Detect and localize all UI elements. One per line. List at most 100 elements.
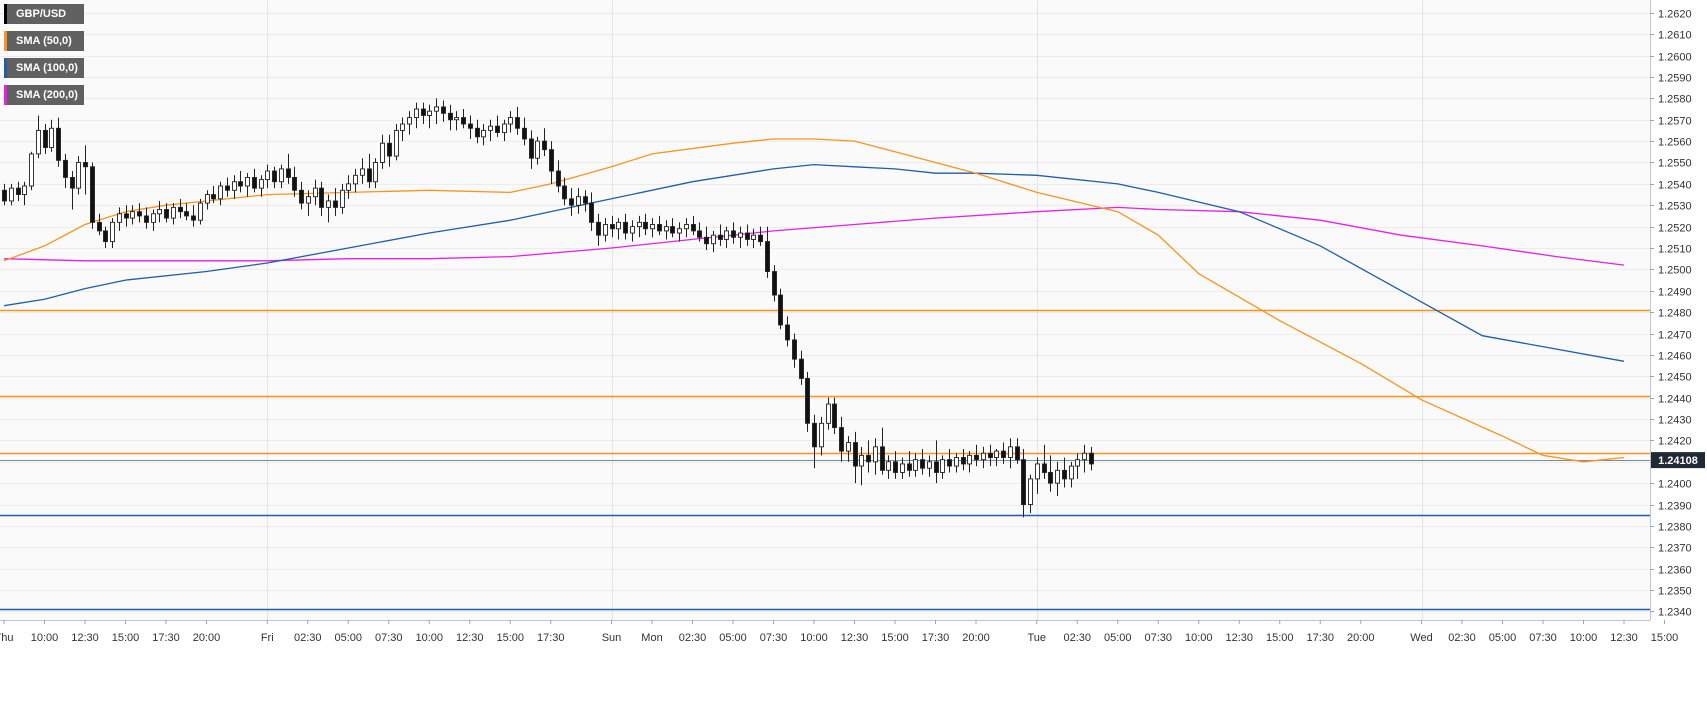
candle xyxy=(913,453,918,477)
candle-body-down xyxy=(542,140,547,151)
candle xyxy=(495,115,500,137)
candle-body-up xyxy=(1008,446,1013,458)
candle xyxy=(515,106,520,135)
x-tick-label: 02:30 xyxy=(679,632,707,644)
candle-body-down xyxy=(63,159,68,178)
candle xyxy=(191,205,196,227)
candle xyxy=(326,194,331,223)
candle xyxy=(785,316,790,347)
legend-item-sma-50[interactable]: SMA (50,0) xyxy=(4,31,84,51)
x-tick-label: 20:00 xyxy=(193,632,221,644)
candle-body-down xyxy=(569,198,574,206)
candle-body-down xyxy=(97,221,102,232)
x-tick-label: Wed xyxy=(1410,632,1432,644)
candle-body-up xyxy=(637,221,642,228)
legend-label: GBP/USD xyxy=(16,8,67,20)
candle-body-up xyxy=(859,454,864,467)
candle xyxy=(704,226,709,251)
candle-body-down xyxy=(893,461,898,473)
candle-body-down xyxy=(43,129,48,148)
candle xyxy=(157,200,162,223)
sma-100-line xyxy=(3,163,1625,362)
candle xyxy=(886,455,891,479)
x-tick-label: 02:30 xyxy=(294,632,322,644)
candle xyxy=(873,438,878,475)
candle-body-up xyxy=(265,170,270,181)
candle-body-up xyxy=(117,213,122,223)
candle-body-up xyxy=(157,209,162,215)
candle-body-up xyxy=(232,181,237,191)
candle-body-up xyxy=(400,123,405,131)
candle xyxy=(1069,461,1074,488)
x-tick-label: 10:00 xyxy=(800,632,828,644)
y-tick-label: 1.2590 xyxy=(1658,73,1692,85)
y-tick-label: 1.2440 xyxy=(1658,394,1692,406)
candle-body-up xyxy=(826,403,831,424)
candle-body-up xyxy=(819,422,824,448)
candle xyxy=(144,207,149,229)
candle-body-down xyxy=(920,459,925,469)
candle-body-up xyxy=(488,125,493,131)
candle-body-up xyxy=(245,176,250,187)
x-tick-label: 15:00 xyxy=(1266,632,1294,644)
candle xyxy=(414,102,419,129)
candle-body-up xyxy=(171,206,176,219)
candle xyxy=(738,226,743,248)
candle xyxy=(441,100,446,122)
candle xyxy=(319,181,324,216)
candle-body-up xyxy=(508,117,513,125)
x-tick-label: 15:00 xyxy=(496,632,524,644)
candle xyxy=(1062,457,1067,488)
candle-body-up xyxy=(36,129,41,155)
y-tick-label: 1.2450 xyxy=(1658,372,1692,384)
candle-body-down xyxy=(1015,446,1020,461)
x-tick-label: 12:30 xyxy=(71,632,99,644)
candle-body-up xyxy=(394,129,399,157)
candle xyxy=(900,457,905,479)
candle-body-down xyxy=(866,454,871,463)
candle-body-up xyxy=(535,140,540,159)
candle xyxy=(907,451,912,477)
legend-item-sma-200[interactable]: SMA (200,0) xyxy=(4,85,84,105)
candle-body-down xyxy=(448,112,453,121)
candle-body-down xyxy=(529,138,534,159)
candle xyxy=(583,190,588,212)
candle xyxy=(394,124,399,161)
candle-body-up xyxy=(434,106,439,112)
legend-item-gbpusd[interactable]: GBP/USD xyxy=(4,4,84,24)
candle-body-up xyxy=(22,185,27,196)
candle-body-up xyxy=(346,183,351,191)
candle xyxy=(859,446,864,486)
candle xyxy=(751,228,756,248)
x-tick-label: 10:00 xyxy=(1185,632,1213,644)
candle-body-up xyxy=(205,194,210,204)
candle xyxy=(218,181,223,206)
candle-body-up xyxy=(502,123,507,134)
candle-body-up xyxy=(967,454,972,465)
candle-body-down xyxy=(562,185,567,200)
candle-body-up xyxy=(1028,478,1033,506)
candle-body-down xyxy=(1048,472,1053,484)
candle-body-up xyxy=(49,127,54,148)
candle xyxy=(920,448,925,475)
y-tick-label: 1.2350 xyxy=(1658,586,1692,598)
candle xyxy=(1021,448,1026,518)
candle-body-down xyxy=(947,459,952,467)
candle-body-down xyxy=(988,452,993,458)
candle-body-down xyxy=(778,294,783,326)
candle-body-down xyxy=(124,213,129,219)
candle xyxy=(778,288,783,330)
candle-body-down xyxy=(670,226,675,234)
sma-200-line xyxy=(3,206,1625,266)
candle xyxy=(832,397,837,434)
candle xyxy=(171,203,176,225)
candle xyxy=(657,215,662,236)
y-tick-label: 1.2420 xyxy=(1658,436,1692,448)
candle xyxy=(286,153,291,184)
candle-body-down xyxy=(387,142,392,157)
legend-item-sma-100[interactable]: SMA (100,0) xyxy=(4,58,84,78)
candle xyxy=(49,119,54,152)
candle xyxy=(697,222,702,242)
candle xyxy=(124,205,129,227)
candle-body-up xyxy=(650,224,655,230)
